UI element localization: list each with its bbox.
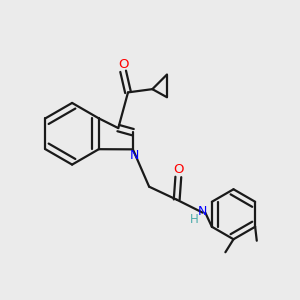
Text: N: N — [198, 205, 207, 218]
Text: O: O — [118, 58, 128, 70]
Text: N: N — [130, 149, 139, 162]
Text: H: H — [190, 213, 199, 226]
Text: O: O — [173, 163, 184, 176]
